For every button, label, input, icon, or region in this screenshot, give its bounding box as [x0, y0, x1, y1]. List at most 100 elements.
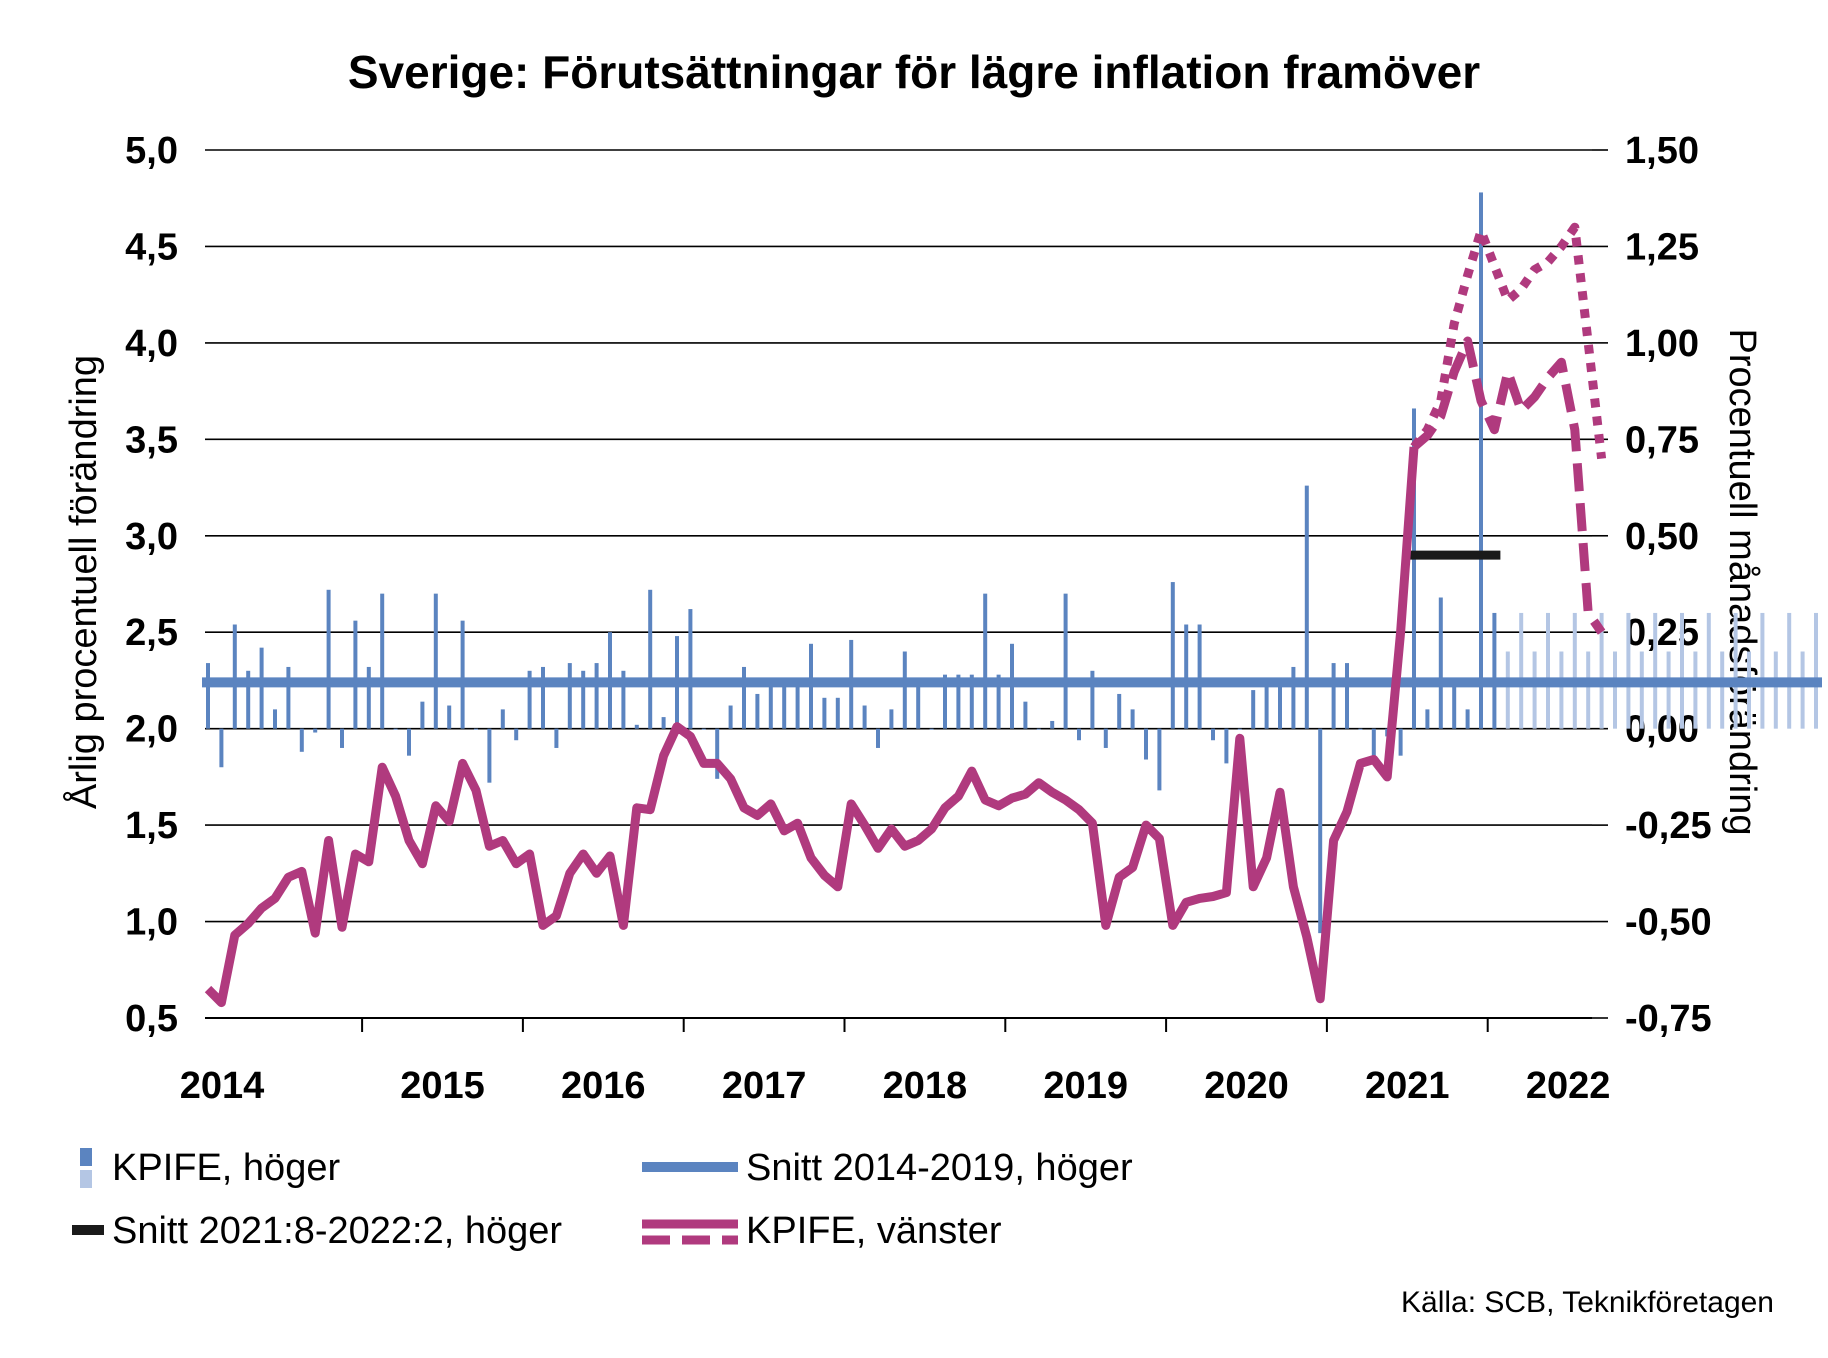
bar	[755, 693, 760, 729]
bar	[1023, 701, 1028, 729]
bar	[688, 609, 693, 729]
legend-item-avg-long: Snitt 2014-2019, höger	[642, 1147, 1133, 1189]
bar-forecast	[1760, 612, 1765, 729]
bar	[1331, 663, 1336, 729]
grid-lines	[205, 149, 1608, 1019]
right-axis-ticks: -0,75 -0,50 -0,25 0,00 0,25 0,50 0,75 1,00 1,25 1…	[1625, 130, 1712, 1040]
left-tick-label: 3,5	[125, 419, 178, 461]
kpife-forecast-dashed-line	[1411, 336, 1606, 635]
x-tick-label: 2016	[561, 1065, 646, 1107]
bar	[1077, 728, 1081, 741]
bar	[1291, 666, 1296, 729]
bar	[273, 709, 277, 729]
left-axis-ticks: 0,5 1,0 1,5 2,0 2,5 3,0 3,5 4,0 4,5 5,0	[125, 130, 178, 1040]
bar	[380, 593, 385, 729]
left-tick-label: 4,5	[125, 226, 178, 268]
right-tick-label: 0,00	[1625, 709, 1699, 751]
bar	[1465, 709, 1470, 729]
bar	[621, 670, 626, 729]
bar	[1398, 728, 1403, 756]
bar-forecast	[1546, 612, 1550, 729]
bar-forecast	[1559, 651, 1564, 729]
bar-forecast	[1599, 612, 1604, 729]
x-tick-label: 2015	[400, 1065, 485, 1107]
bar	[286, 666, 291, 729]
right-tick-label: 0,25	[1625, 612, 1699, 654]
bar	[969, 674, 974, 729]
bar	[1224, 728, 1229, 764]
bar-forecast	[1626, 612, 1631, 729]
bar	[902, 651, 907, 729]
bar	[232, 624, 237, 729]
bar-forecast	[1572, 612, 1577, 729]
bar	[594, 663, 599, 729]
bar	[1130, 709, 1135, 729]
bar	[648, 589, 653, 729]
bar	[1050, 720, 1055, 729]
bar	[447, 705, 452, 729]
legend-label-avg-long: Snitt 2014-2019, höger	[746, 1147, 1133, 1189]
bar-forecast	[1505, 651, 1510, 729]
bar-forecast	[1532, 651, 1537, 729]
bar	[1237, 728, 1242, 730]
bar	[567, 663, 572, 729]
bar	[1345, 663, 1349, 729]
left-tick-label: 5,0	[125, 130, 178, 172]
bar	[487, 728, 492, 783]
bar	[715, 728, 720, 779]
bar	[1304, 485, 1309, 729]
bar	[1492, 612, 1497, 729]
bar	[1036, 728, 1041, 730]
x-tick-label: 2020	[1204, 1065, 1289, 1107]
bar	[1264, 682, 1269, 729]
bar	[527, 670, 532, 729]
chart-title: Sverige: Förutsättningar för lägre infla…	[348, 46, 1480, 98]
bar	[835, 697, 840, 729]
right-tick-label: -0,25	[1625, 805, 1712, 847]
right-tick-label: 1,50	[1625, 130, 1699, 172]
bar-forecast	[1747, 651, 1751, 729]
right-tick-label: 0,75	[1625, 419, 1699, 461]
bar-forecast	[1613, 651, 1617, 729]
bar	[983, 593, 988, 729]
left-axis-label: Årlig procentuell förändring	[61, 355, 105, 809]
bar	[943, 674, 947, 729]
bar-forecast	[1639, 651, 1644, 729]
bar	[460, 620, 465, 729]
bar-forecast	[1666, 651, 1671, 729]
bar	[1170, 582, 1175, 729]
bar	[742, 666, 746, 729]
bar	[393, 728, 398, 730]
bar	[782, 686, 787, 729]
bar-forecast	[1773, 651, 1778, 729]
bar	[862, 705, 867, 729]
right-tick-label: -0,75	[1625, 998, 1712, 1040]
bar	[206, 663, 210, 729]
x-tick-label: 2018	[883, 1065, 968, 1107]
x-tick-label: 2022	[1526, 1065, 1611, 1107]
bar	[1184, 624, 1189, 729]
bar	[1412, 408, 1416, 729]
bar	[219, 728, 224, 768]
bar	[1251, 690, 1256, 729]
left-tick-label: 2,5	[125, 612, 178, 654]
right-tick-label: 0,50	[1625, 516, 1699, 558]
bar	[996, 674, 1001, 729]
kpife-line	[204, 446, 1419, 1008]
x-tick-label: 2014	[180, 1065, 265, 1107]
x-tick-label: 2019	[1043, 1065, 1128, 1107]
source-note: Källa: SCB, Teknikföretagen	[1401, 1286, 1774, 1319]
bar	[1157, 728, 1162, 791]
bar	[1211, 728, 1215, 741]
bar-forecast	[1800, 651, 1805, 729]
legend-item-avg-short: Snitt 2021:8-2022:2, höger	[72, 1210, 562, 1252]
bar	[420, 701, 425, 729]
bar	[1479, 192, 1483, 729]
bar	[366, 666, 371, 729]
legend-item-line: KPIFE, vänster	[642, 1210, 1002, 1252]
bar	[326, 589, 331, 729]
bar-forecast	[1706, 612, 1711, 729]
bar	[1144, 728, 1148, 760]
left-tick-label: 2,0	[125, 709, 178, 751]
